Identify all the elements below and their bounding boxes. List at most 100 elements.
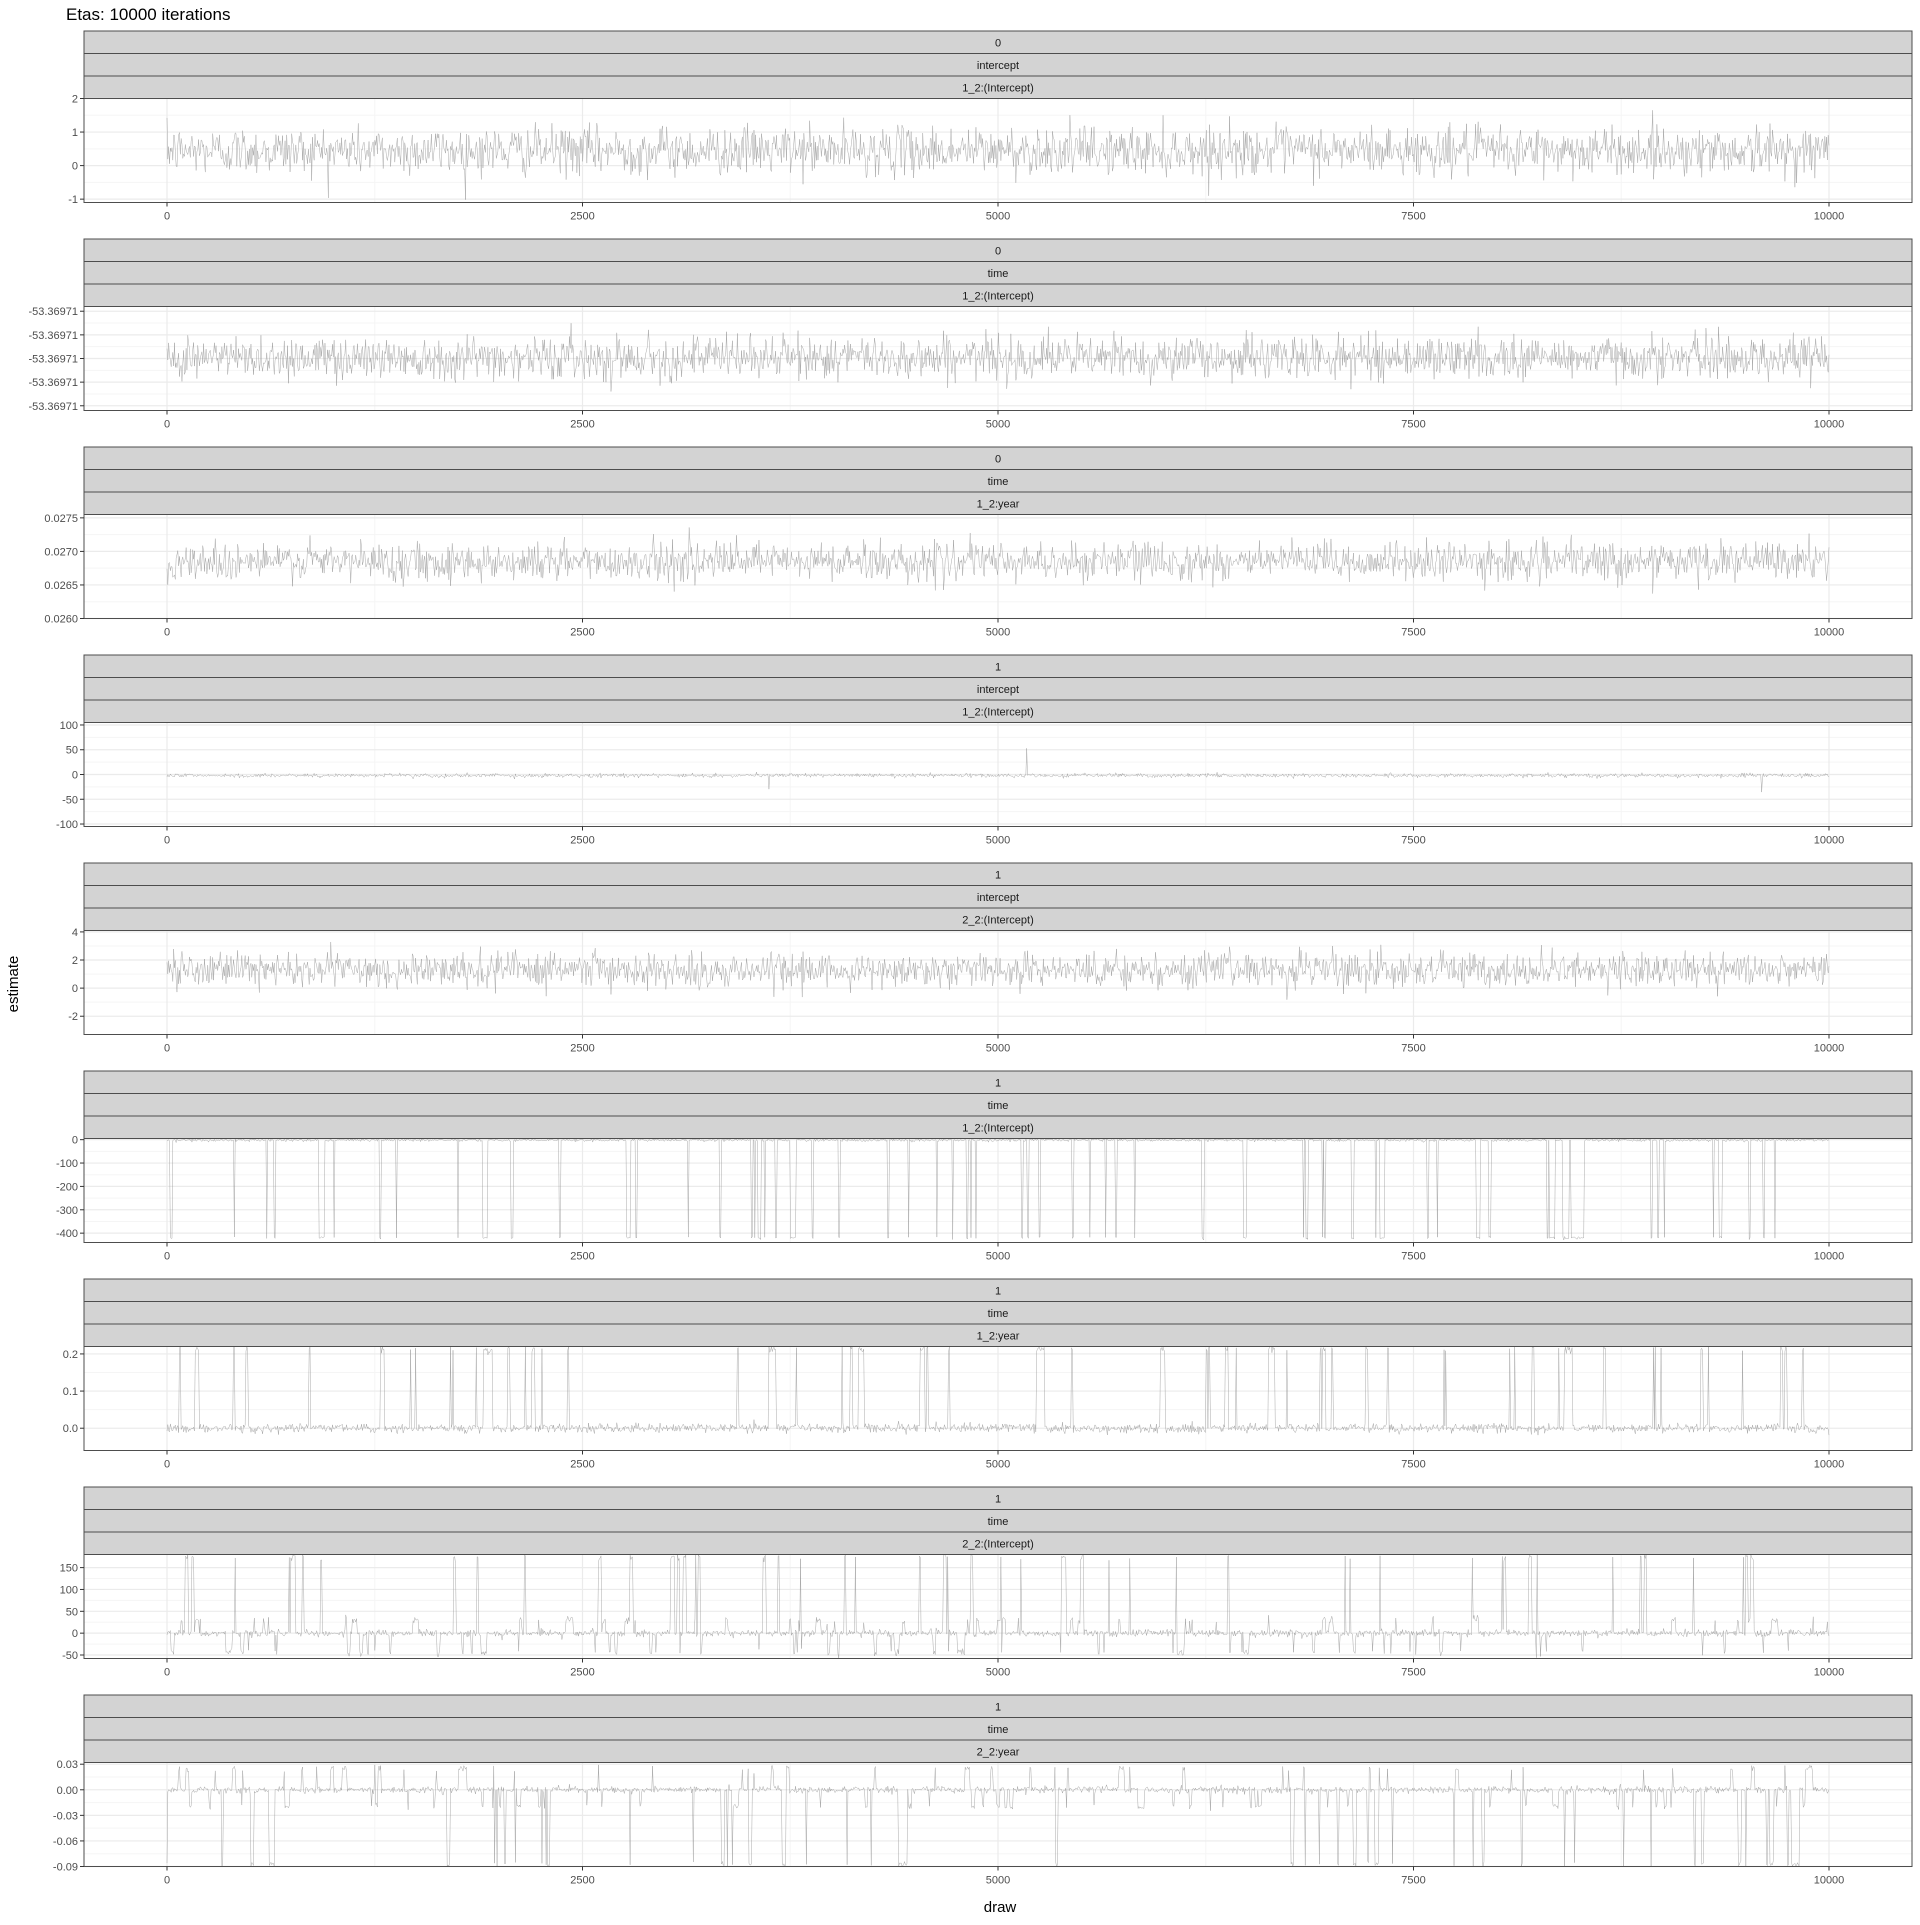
x-tick-label: 7500 bbox=[1401, 1459, 1425, 1471]
y-tick-label: 0.03 bbox=[57, 1759, 78, 1771]
y-tick-label: 0.0265 bbox=[44, 580, 78, 592]
y-tick-label: -1 bbox=[68, 194, 78, 206]
trace-line bbox=[166, 527, 1830, 594]
x-tick-label: 5000 bbox=[986, 1875, 1010, 1887]
y-tick-label: 0.00 bbox=[57, 1785, 78, 1797]
x-tick-label: 2500 bbox=[570, 1875, 594, 1887]
y-tick-label: 0.0 bbox=[63, 1423, 78, 1435]
x-tick-label: 5000 bbox=[986, 1251, 1010, 1263]
y-tick-label: 0 bbox=[72, 1628, 78, 1640]
x-tick-label: 7500 bbox=[1401, 1875, 1425, 1887]
facet-strip-label: 0 bbox=[995, 245, 1001, 257]
x-tick-label: 10000 bbox=[1814, 1667, 1845, 1679]
facet-strip-label: 1 bbox=[995, 1493, 1001, 1505]
facet-panel: 1 time 2_2:(Intercept) -50 0 50 100 150 0 2500 500… bbox=[60, 1486, 1913, 1679]
trace-line bbox=[166, 941, 1830, 1000]
facet-panel: 1 time 2_2:year -0.09 -0.06 -0.03 0.00 0.03 0 250… bbox=[53, 1694, 1913, 1887]
x-tick-label: 0 bbox=[164, 419, 170, 431]
facet-strip-label: 1_2:(Intercept) bbox=[962, 706, 1034, 718]
facet-panel: 0 intercept 1_2:(Intercept) -1 0 1 2 0 2500 5000 7… bbox=[68, 30, 1913, 223]
facet-strip-label: 1 bbox=[995, 1701, 1001, 1713]
y-tick-label: 2 bbox=[72, 94, 78, 106]
facet-strip-label: 2_2:year bbox=[977, 1746, 1020, 1758]
x-tick-label: 0 bbox=[164, 1875, 170, 1887]
y-tick-label: 0 bbox=[72, 1135, 78, 1147]
facet-strip-label: 0 bbox=[995, 453, 1001, 465]
facet-strip-label: time bbox=[988, 1308, 1009, 1320]
x-tick-label: 7500 bbox=[1401, 419, 1425, 431]
trace-line bbox=[166, 1554, 1830, 1659]
x-tick-label: 0 bbox=[164, 1667, 170, 1679]
facet-panel: 0 time 1_2:year 0.0260 0.0265 0.0270 0.0275 0 25… bbox=[44, 446, 1913, 639]
x-tick-label: 2500 bbox=[570, 211, 594, 223]
facet-strip-label: 1_2:(Intercept) bbox=[962, 82, 1034, 94]
y-tick-label: 0 bbox=[72, 161, 78, 173]
facet-strip-label: 2_2:(Intercept) bbox=[962, 914, 1034, 926]
y-tick-label: -400 bbox=[56, 1228, 78, 1240]
facet-panel: 1 time 1_2:(Intercept) -400 -300 -200 -100 0 0 25… bbox=[56, 1070, 1913, 1263]
facet-strip-label: time bbox=[988, 1516, 1009, 1528]
trace-line bbox=[166, 323, 1830, 392]
facet-strip-label: 1 bbox=[995, 1077, 1001, 1089]
x-tick-label: 7500 bbox=[1401, 1251, 1425, 1263]
trace-line bbox=[166, 1764, 1830, 1868]
y-tick-label: 50 bbox=[66, 1606, 78, 1618]
y-tick-label: 0.2 bbox=[63, 1349, 78, 1361]
facet-strip-label: time bbox=[988, 268, 1009, 280]
trace-line bbox=[166, 1137, 1830, 1241]
y-tick-label: 100 bbox=[60, 720, 78, 732]
y-tick-label: 150 bbox=[60, 1563, 78, 1575]
y-tick-label: -200 bbox=[56, 1181, 78, 1193]
y-tick-label: -0.03 bbox=[53, 1810, 78, 1822]
x-tick-label: 10000 bbox=[1814, 1251, 1845, 1263]
x-tick-label: 10000 bbox=[1814, 1875, 1845, 1887]
x-tick-label: 0 bbox=[164, 1459, 170, 1471]
x-tick-label: 7500 bbox=[1401, 627, 1425, 639]
y-tick-label: -0.09 bbox=[53, 1862, 78, 1874]
facet-panel: 1 intercept 1_2:(Intercept) -100 -50 0 50 100 0 2… bbox=[56, 654, 1913, 847]
x-tick-label: 2500 bbox=[570, 419, 594, 431]
x-tick-label: 10000 bbox=[1814, 211, 1845, 223]
facet-strip-label: 1 bbox=[995, 869, 1001, 881]
x-tick-label: 10000 bbox=[1814, 1459, 1845, 1471]
x-tick-label: 0 bbox=[164, 1043, 170, 1055]
trace-line bbox=[166, 748, 1830, 793]
facet-strip-label: intercept bbox=[977, 892, 1019, 904]
y-tick-label: -2 bbox=[68, 1011, 78, 1023]
x-tick-label: 5000 bbox=[986, 1043, 1010, 1055]
x-tick-label: 7500 bbox=[1401, 211, 1425, 223]
x-tick-label: 5000 bbox=[986, 211, 1010, 223]
facet-strip-label: time bbox=[988, 1724, 1009, 1736]
x-tick-label: 2500 bbox=[570, 835, 594, 847]
y-tick-label: 0 bbox=[72, 983, 78, 995]
y-tick-label: -53.36971 bbox=[28, 306, 78, 318]
x-tick-label: 5000 bbox=[986, 627, 1010, 639]
y-tick-label: -53.36971 bbox=[28, 354, 78, 366]
y-tick-label: -0.06 bbox=[53, 1836, 78, 1848]
facet-strip-label: 2_2:(Intercept) bbox=[962, 1538, 1034, 1550]
x-tick-label: 7500 bbox=[1401, 1667, 1425, 1679]
y-tick-label: 0.0275 bbox=[44, 513, 78, 525]
facet-panel: 0 time 1_2:(Intercept) -53.36971 -53.36971 -5… bbox=[28, 238, 1913, 431]
x-tick-label: 2500 bbox=[570, 1251, 594, 1263]
x-tick-label: 2500 bbox=[570, 1667, 594, 1679]
x-tick-label: 2500 bbox=[570, 1043, 594, 1055]
x-tick-label: 10000 bbox=[1814, 627, 1845, 639]
x-tick-label: 5000 bbox=[986, 1667, 1010, 1679]
facet-panel: 1 intercept 2_2:(Intercept) -2 0 2 4 0 2500 5000 7… bbox=[68, 862, 1913, 1055]
trace-line bbox=[166, 110, 1830, 200]
chart-title: Etas: 10000 iterations bbox=[66, 5, 230, 24]
x-tick-label: 0 bbox=[164, 835, 170, 847]
trace-line bbox=[166, 1345, 1830, 1436]
y-tick-label: -50 bbox=[62, 1650, 78, 1662]
facet-strip-label: time bbox=[988, 476, 1009, 488]
x-tick-label: 10000 bbox=[1814, 835, 1845, 847]
facet-strip-label: time bbox=[988, 1100, 1009, 1112]
y-tick-label: -53.36971 bbox=[28, 377, 78, 389]
x-tick-label: 10000 bbox=[1814, 419, 1845, 431]
facet-strip-label: 1_2:(Intercept) bbox=[962, 1122, 1034, 1134]
y-tick-label: -300 bbox=[56, 1205, 78, 1217]
y-tick-label: 1 bbox=[72, 127, 78, 139]
